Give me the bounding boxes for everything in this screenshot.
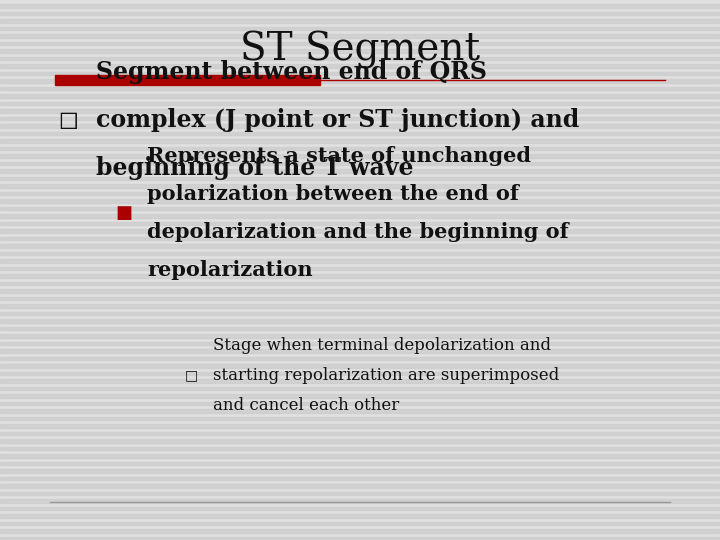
Bar	[0, 26, 720, 30]
Bar	[0, 229, 720, 233]
Bar	[0, 507, 720, 510]
Bar	[0, 387, 720, 390]
Bar	[0, 169, 720, 172]
Bar	[0, 476, 720, 480]
Text: □: □	[58, 110, 78, 130]
Bar	[0, 267, 720, 270]
Bar	[0, 402, 720, 405]
Bar	[0, 109, 720, 112]
Bar	[0, 319, 720, 322]
Bar	[0, 161, 720, 165]
Bar	[0, 514, 720, 517]
Bar	[0, 454, 720, 457]
Bar	[0, 349, 720, 353]
Bar	[0, 484, 720, 488]
Bar	[0, 379, 720, 382]
Bar	[0, 537, 720, 540]
Bar	[0, 529, 720, 532]
Bar	[0, 192, 720, 195]
Bar	[0, 522, 720, 525]
Bar	[0, 71, 720, 75]
Bar	[0, 289, 720, 293]
Bar	[0, 281, 720, 285]
Text: and cancel each other: and cancel each other	[213, 396, 400, 414]
Bar	[0, 372, 720, 375]
Bar	[0, 42, 720, 45]
Bar	[0, 86, 720, 90]
Bar	[0, 416, 720, 420]
Bar	[0, 11, 720, 15]
Bar	[0, 19, 720, 23]
Text: Represents a state of unchanged: Represents a state of unchanged	[147, 146, 531, 166]
Text: complex (J point or ST junction) and: complex (J point or ST junction) and	[96, 108, 580, 132]
Text: ■: ■	[115, 204, 132, 222]
Bar	[0, 327, 720, 330]
Text: ST Segment: ST Segment	[240, 31, 480, 69]
Bar	[0, 221, 720, 225]
Bar	[0, 341, 720, 345]
Text: Segment between end of QRS: Segment between end of QRS	[96, 60, 487, 84]
Bar	[0, 364, 720, 368]
Bar	[0, 469, 720, 472]
Bar	[0, 139, 720, 143]
Bar	[0, 184, 720, 187]
Text: □: □	[58, 110, 78, 130]
Bar	[0, 4, 720, 8]
Bar	[0, 57, 720, 60]
Text: repolarization: repolarization	[147, 260, 312, 280]
Bar	[0, 124, 720, 127]
Bar	[0, 491, 720, 495]
Bar	[0, 244, 720, 247]
Text: □: □	[185, 368, 198, 382]
Bar	[0, 49, 720, 52]
Text: polarization between the end of: polarization between the end of	[147, 184, 519, 204]
Bar	[0, 304, 720, 307]
Bar	[0, 132, 720, 135]
Bar	[0, 199, 720, 202]
Bar	[0, 206, 720, 210]
Bar	[0, 64, 720, 68]
Text: Stage when terminal depolarization and: Stage when terminal depolarization and	[213, 336, 551, 354]
Bar	[0, 79, 720, 83]
Bar	[0, 102, 720, 105]
Bar	[0, 237, 720, 240]
Bar	[0, 274, 720, 278]
Bar	[0, 259, 720, 262]
Bar	[0, 177, 720, 180]
Text: beginning of the T wave: beginning of the T wave	[96, 156, 413, 180]
Bar	[0, 356, 720, 360]
Bar	[0, 424, 720, 428]
Bar	[55, 75, 320, 85]
Text: starting repolarization are superimposed: starting repolarization are superimposed	[213, 367, 559, 383]
Bar	[0, 34, 720, 37]
Bar	[0, 154, 720, 158]
Bar	[0, 146, 720, 150]
Bar	[0, 409, 720, 413]
Bar	[0, 394, 720, 397]
Bar	[0, 117, 720, 120]
Bar	[0, 447, 720, 450]
Bar	[0, 214, 720, 218]
Text: depolarization and the beginning of: depolarization and the beginning of	[147, 222, 569, 242]
Bar	[0, 431, 720, 435]
Bar	[0, 334, 720, 338]
Bar	[0, 94, 720, 98]
Bar	[0, 439, 720, 442]
Bar	[0, 312, 720, 315]
Bar	[0, 462, 720, 465]
Bar	[0, 499, 720, 503]
Bar	[0, 296, 720, 300]
Bar	[0, 252, 720, 255]
